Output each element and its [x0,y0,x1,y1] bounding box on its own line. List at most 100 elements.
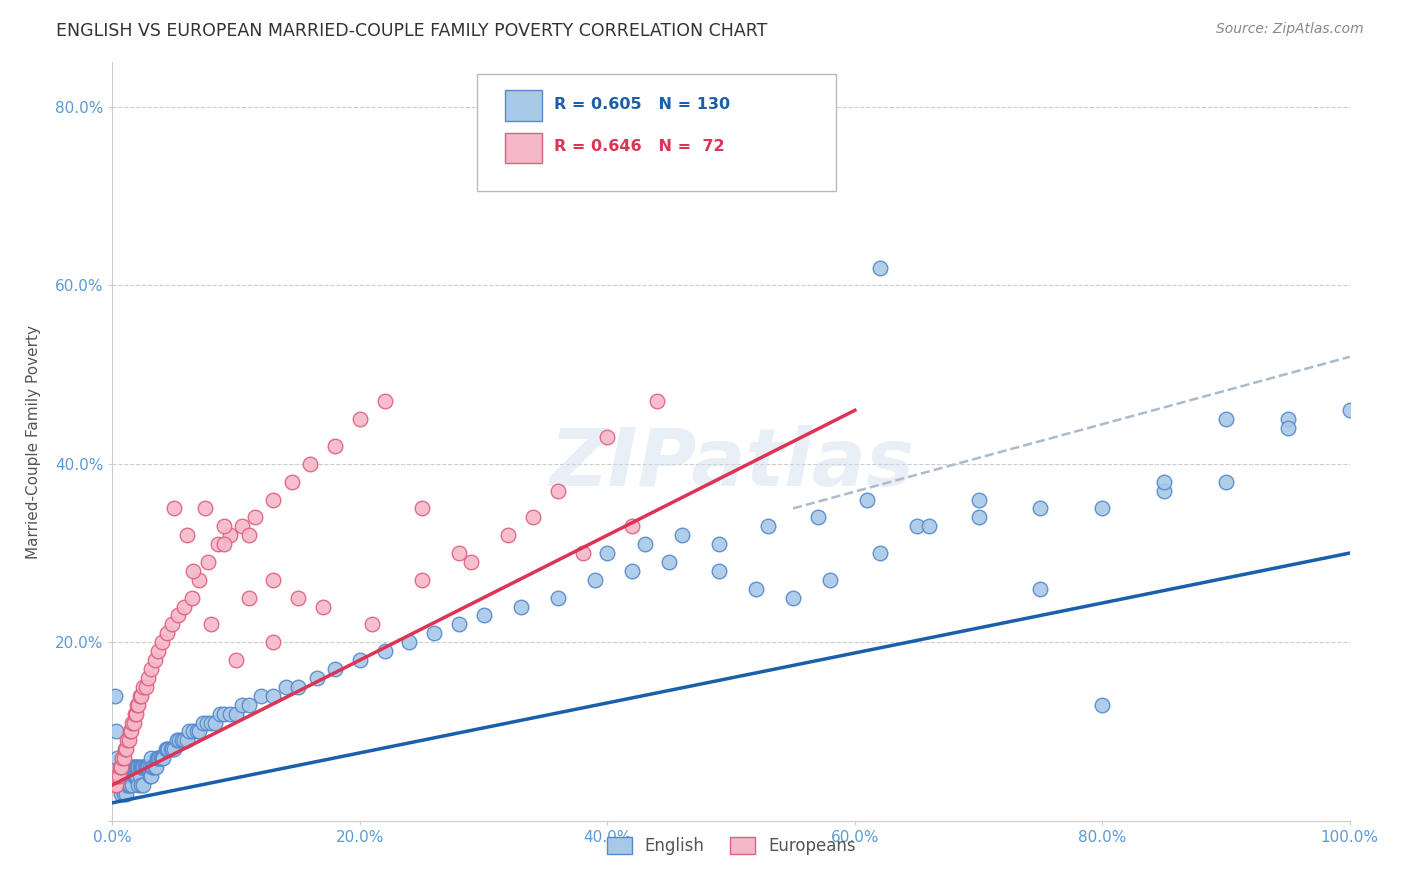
Point [818,573,841,587]
Point [112,751,135,765]
Point [225,653,247,667]
Point [107,769,129,783]
Point [115,769,138,783]
Point [118,769,141,783]
Point [447,617,470,632]
Point [274,680,297,694]
Point [145,760,167,774]
Point [160,617,183,632]
Point [104,778,127,792]
Point [112,787,135,801]
Point [1153,483,1175,498]
Point [125,769,148,783]
Point [159,742,181,756]
Point [1153,475,1175,489]
Point [127,769,149,783]
Point [633,537,655,551]
Point [157,742,180,756]
Point [146,751,169,765]
Point [117,769,139,783]
Point [150,751,173,765]
Point [219,528,242,542]
Point [200,617,222,632]
Point [105,778,128,792]
Point [238,528,260,542]
Point [117,778,139,792]
Point [361,617,384,632]
Point [460,555,482,569]
Point [323,662,346,676]
Point [1339,403,1361,417]
Point [110,760,132,774]
Point [547,483,569,498]
Point [122,769,145,783]
Point [122,715,145,730]
Point [299,457,322,471]
Point [1091,501,1114,516]
Point [349,412,371,426]
Point [1215,412,1237,426]
Point [163,742,186,756]
Point [138,769,160,783]
Point [231,519,253,533]
Point [138,760,160,774]
Point [108,760,131,774]
Point [212,706,235,721]
Point [571,546,593,560]
Point [152,751,174,765]
Point [349,653,371,667]
Point [160,742,183,756]
Point [225,706,247,721]
Point [756,519,779,533]
Point [114,778,136,792]
Point [148,751,170,765]
Point [167,608,190,623]
Point [509,599,531,614]
Point [1091,698,1114,712]
Point [166,733,188,747]
Point [243,510,266,524]
Point [114,742,136,756]
Point [127,760,149,774]
Point [180,591,202,605]
Point [132,778,155,792]
Point [156,742,179,756]
Point [398,635,420,649]
Text: Source: ZipAtlas.com: Source: ZipAtlas.com [1216,22,1364,37]
Point [856,492,879,507]
Point [621,564,644,578]
Point [170,733,193,747]
Point [155,742,177,756]
Point [107,769,129,783]
Point [139,751,162,765]
Point [128,769,150,783]
Point [129,778,152,792]
Point [1215,475,1237,489]
Point [104,689,127,703]
Point [173,599,195,614]
Point [108,769,131,783]
Point [869,546,891,560]
Point [918,519,941,533]
Point [212,519,235,533]
Point [707,537,730,551]
Point [132,760,155,774]
Point [707,564,730,578]
Point [1029,582,1052,596]
Point [138,760,160,774]
Point [1277,412,1299,426]
Point [117,733,139,747]
Legend: English, Europeans: English, Europeans [600,830,862,862]
Point [148,751,170,765]
Point [238,591,260,605]
Point [176,528,198,542]
Point [194,501,217,516]
Point [658,555,681,569]
Point [305,671,328,685]
Point [105,724,128,739]
Point [1029,501,1052,516]
Point [323,439,346,453]
Point [115,742,138,756]
Point [127,698,149,712]
Point [262,573,284,587]
